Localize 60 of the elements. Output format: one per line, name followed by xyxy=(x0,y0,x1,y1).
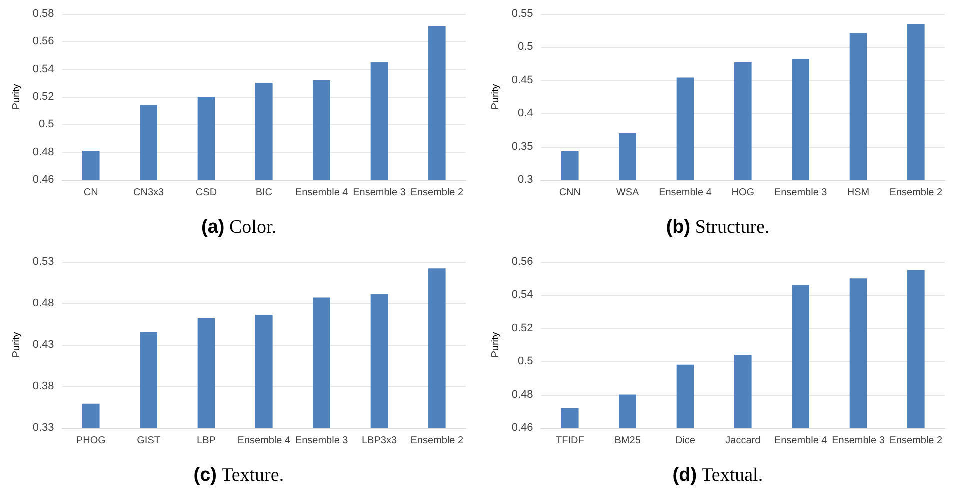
text: (d) Textual. xyxy=(672,465,764,486)
y-tick-label: 0.58 xyxy=(32,8,54,20)
x-tick-label: Ensemble 4 xyxy=(774,436,828,446)
x-tick-label: BM25 xyxy=(614,436,642,446)
x-tick-label: Dice xyxy=(675,436,696,446)
y-tick-label: 0.56 xyxy=(512,256,534,268)
y-tick-label: 0.38 xyxy=(32,380,54,392)
y-tick-label: 0.5 xyxy=(39,118,54,131)
x-tick-label: CN xyxy=(84,188,98,198)
y-tick-label: 0.52 xyxy=(512,322,534,334)
x-tick-label: Ensemble 3 xyxy=(353,188,406,198)
x-tick-label: CN3x3 xyxy=(134,188,165,198)
y-tick-label: 0.46 xyxy=(512,422,534,434)
x-tick-label: Ensemble 3 xyxy=(774,188,828,198)
x-tick-label: Ensemble 2 xyxy=(890,188,944,198)
y-tick-label: 0.48 xyxy=(512,388,534,401)
y-tick-label: 0.45 xyxy=(512,74,534,86)
x-tick-label: Ensemble 4 xyxy=(238,436,291,446)
y-tick-label: 0.5 xyxy=(518,41,534,54)
x-tick-label: BIC xyxy=(256,188,272,198)
y-tick-label: 0.52 xyxy=(32,91,54,103)
y-tick-label: 0.54 xyxy=(512,289,534,302)
x-tick-label: LBP3x3 xyxy=(362,436,398,446)
x-tick-label: GIST xyxy=(137,436,160,446)
text: (a) Color. xyxy=(202,217,276,238)
y-axis-title: Purity xyxy=(490,332,502,358)
x-tick-label: CNN xyxy=(559,188,581,198)
x-tick-label: WSA xyxy=(616,188,640,198)
y-axis-title: Purity xyxy=(12,332,22,358)
x-tick-label: TFIDF xyxy=(556,436,584,446)
y-tick-label: 0.35 xyxy=(512,140,534,153)
x-tick-label: HSM xyxy=(847,188,870,198)
y-tick-label: 0.33 xyxy=(32,422,54,434)
x-tick-label: Ensemble 4 xyxy=(295,188,349,198)
y-tick-label: 0.48 xyxy=(32,298,54,310)
y-tick-label: 0.4 xyxy=(518,108,534,120)
y-tick-label: 0.43 xyxy=(32,339,54,351)
y-tick-label: 0.54 xyxy=(32,63,54,76)
y-tick-label: 0.46 xyxy=(32,174,54,186)
y-axis-title: Purity xyxy=(12,84,22,110)
y-tick-label: 0.3 xyxy=(518,174,534,186)
x-tick-label: Ensemble 3 xyxy=(295,436,349,446)
text: (c) Texture. xyxy=(194,465,284,486)
x-tick-label: Ensemble 2 xyxy=(410,188,464,198)
y-tick-label: 0.53 xyxy=(32,256,54,268)
x-tick-label: LBP xyxy=(197,436,216,446)
x-tick-label: PHOG xyxy=(76,436,106,446)
x-tick-label: Jaccard xyxy=(726,436,761,446)
y-tick-label: 0.56 xyxy=(32,36,54,48)
text: (b) Structure. xyxy=(666,217,770,238)
y-tick-label: 0.5 xyxy=(518,356,534,368)
x-tick-label: Ensemble 3 xyxy=(832,436,886,446)
x-tick-label: HOG xyxy=(732,188,755,198)
x-tick-label: CSD xyxy=(196,188,218,198)
y-axis-title: Purity xyxy=(490,84,502,110)
x-tick-label: Ensemble 2 xyxy=(890,436,944,446)
x-tick-label: Ensemble 2 xyxy=(410,436,464,446)
x-tick-label: Ensemble 4 xyxy=(659,188,712,198)
y-tick-label: 0.55 xyxy=(512,8,534,20)
y-tick-label: 0.48 xyxy=(32,146,54,158)
